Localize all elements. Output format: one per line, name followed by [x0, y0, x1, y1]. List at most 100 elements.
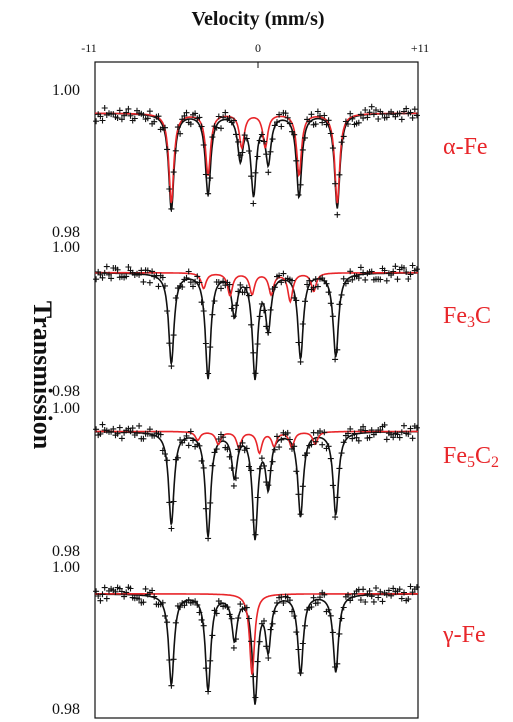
data-point: [377, 588, 384, 595]
data-point: [407, 109, 414, 116]
data-point: [159, 274, 166, 281]
data-point: [215, 113, 222, 120]
data-point: [265, 482, 272, 489]
x-tick-max: +11: [411, 41, 429, 55]
data-point: [157, 431, 164, 438]
data-point: [392, 263, 399, 270]
data-point: [162, 612, 168, 619]
data-point: [368, 427, 375, 434]
data-point: [108, 275, 115, 282]
data-point: [299, 640, 306, 647]
data-point: [413, 424, 420, 431]
data-point: [381, 421, 388, 428]
y-axis-label: Transmission: [28, 301, 57, 450]
data-point: [379, 110, 386, 117]
data-point: [405, 596, 412, 603]
data-point: [340, 439, 347, 446]
data-point: [278, 436, 285, 443]
data-point: [196, 609, 203, 616]
data-point: [355, 275, 362, 282]
data-point: [336, 465, 343, 472]
data-point: [209, 462, 216, 469]
data-point: [295, 646, 302, 653]
data-point: [198, 616, 205, 623]
fit-line-panel-2: [95, 272, 418, 381]
data-point: [388, 592, 395, 599]
data-point: [327, 130, 334, 137]
data-point: [267, 306, 274, 313]
data-point: [140, 599, 147, 606]
data-point: [183, 109, 190, 116]
data-point: [317, 594, 323, 601]
data-point: [398, 116, 405, 123]
data-point: [407, 583, 414, 590]
data-point: [218, 600, 224, 607]
data-point: [388, 272, 395, 279]
data-point: [215, 436, 222, 442]
data-point: [166, 340, 173, 347]
data-point: [314, 599, 321, 606]
data-point: [181, 602, 188, 609]
data-point: [93, 426, 100, 433]
data-point: [140, 112, 147, 119]
data-point: [106, 271, 112, 278]
data-point: [407, 271, 414, 278]
data-point: [340, 275, 347, 282]
data-point: [293, 468, 300, 475]
data-point: [278, 279, 285, 286]
data-point: [205, 190, 212, 197]
data-point: [383, 591, 390, 598]
data-point: [327, 455, 334, 462]
data-point: [177, 604, 184, 611]
fit-line-panel-3: [95, 430, 418, 541]
panel2-tick-top: 1.00: [52, 239, 80, 256]
data-point: [321, 591, 328, 598]
data-point: [194, 601, 201, 608]
data-point: [332, 664, 339, 670]
data-point: [276, 444, 283, 451]
data-point: [99, 421, 106, 428]
data-point: [357, 426, 364, 433]
data-point: [319, 441, 326, 448]
data-point: [302, 298, 308, 305]
data-point: [246, 148, 252, 154]
data-point: [95, 593, 102, 599]
data-point: [209, 311, 216, 318]
data-point: [368, 268, 375, 275]
data-point: [323, 280, 330, 287]
label-gamma-fe: γ-Fe: [442, 622, 486, 648]
data-point: [248, 173, 255, 180]
component-line-Fe3C: [95, 271, 418, 304]
data-point: [205, 535, 212, 542]
data-point: [207, 499, 214, 506]
data-point: [243, 604, 250, 611]
data-point: [261, 462, 267, 469]
data-point: [308, 441, 315, 448]
panel4-tick-top: 1.00: [52, 559, 80, 576]
data-point: [174, 454, 181, 461]
data-point: [271, 284, 278, 291]
data-point: [256, 137, 263, 144]
data-point: [280, 600, 287, 606]
data-point: [179, 284, 186, 290]
data-point: [166, 499, 173, 506]
data-point: [159, 599, 166, 606]
label-alpha-fe: α-Fe: [443, 134, 488, 160]
data-point: [192, 278, 199, 285]
data-point: [338, 450, 345, 457]
data-point: [112, 588, 119, 595]
data-point: [192, 598, 199, 605]
data-point: [370, 111, 377, 118]
data-point: [274, 119, 280, 126]
data-point: [394, 431, 401, 438]
data-point: [334, 211, 341, 218]
data-point: [345, 430, 351, 437]
data-point: [357, 597, 364, 603]
data-point: [125, 264, 132, 270]
data-point: [93, 118, 100, 125]
data-point: [155, 113, 162, 120]
data-point: [409, 435, 416, 442]
data-point: [265, 169, 272, 176]
data-point: [278, 123, 285, 130]
